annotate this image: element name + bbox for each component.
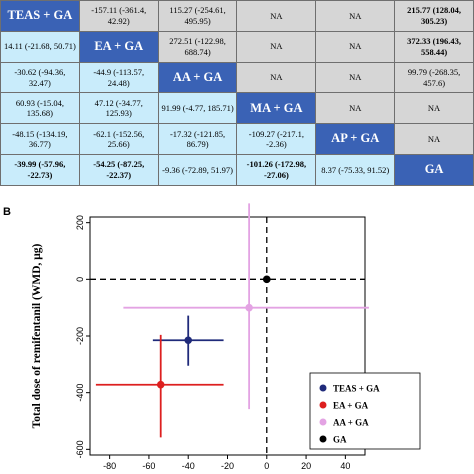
y-tick-label: 0: [75, 277, 85, 282]
table-row: -39.99 (-57.96, -22.73) -54.25 (-87.25, -…: [0, 154, 474, 186]
table-row: 14.11 (-21.68, 50.71) EA + GA 272.51 (-122…: [0, 30, 474, 63]
x-tick-label: 0: [264, 461, 269, 471]
table-row: -48.15 (-134.19, 36.77) -62.1 (-152.56, 2…: [0, 123, 474, 156]
y-tick-label: -400: [75, 384, 85, 402]
comparison-cell: -157.11 (-361.4, 42.92): [78, 0, 159, 32]
legend-label-2: AA + GA: [333, 418, 369, 428]
comparison-cell: NA: [236, 30, 317, 63]
x-tick-label: -60: [142, 461, 155, 471]
treatment-label-cell: AA + GA: [157, 61, 238, 94]
comparison-cell: -17.32 (-121.85, 86.79): [157, 123, 238, 156]
x-tick-label: 40: [340, 461, 350, 471]
y-tick-label: 200: [75, 215, 85, 230]
comparison-cell: 215.77 (128.04, 305.23): [394, 0, 474, 32]
table-row: 60.93 (-15.04, 135.68) 47.12 (-34.77, 125…: [0, 92, 474, 125]
x-tick-label: -20: [221, 461, 234, 471]
comparison-cell: NA: [315, 30, 396, 63]
data-point-2: [245, 303, 253, 312]
comparison-cell: -9.36 (-72.89, 51.97): [157, 154, 238, 186]
legend-label-0: TEAS + GA: [333, 384, 380, 394]
comparison-cell: 47.12 (-34.77, 125.93): [78, 92, 159, 125]
legend-box: [309, 372, 421, 450]
comparison-cell: 14.11 (-21.68, 50.71): [0, 30, 80, 63]
x-tick-label: -80: [103, 461, 116, 471]
comparison-cell: -101.26 (-172.98, -27.06): [236, 154, 317, 186]
comparison-cell: -109.27 (-217.1, -2.36): [236, 123, 317, 156]
comparison-cell: 8.37 (-75.33, 91.52): [315, 154, 396, 186]
legend-marker-0: [319, 384, 327, 392]
comparison-cell: 115.27 (-254.61, 495.95): [157, 0, 238, 32]
treatment-label-cell: AP + GA: [315, 123, 396, 156]
comparison-cell: NA: [394, 123, 474, 156]
comparison-cell: -44.9 (-113.57, 24.48): [78, 61, 159, 94]
legend-label-3: GA: [333, 435, 347, 445]
comparison-cell: -30.62 (-94.36, 32.47): [0, 61, 80, 94]
comparison-cell: NA: [236, 61, 317, 94]
legend-marker-2: [319, 418, 327, 426]
table-row: TEAS + GA -157.11 (-361.4, 42.92) 115.27 (…: [0, 0, 474, 32]
legend-marker-1: [319, 401, 327, 409]
comparison-cell: -54.25 (-87.25, -22.37): [78, 154, 159, 186]
comparison-cell: -62.1 (-152.56, 25.66): [78, 123, 159, 156]
data-point-0: [184, 336, 193, 345]
y-axis-label: Total dose of remifentanil (WMD, μg): [31, 243, 43, 428]
table-row: -30.62 (-94.36, 32.47) -44.9 (-113.57, 24…: [0, 61, 474, 94]
comparison-cell: -39.99 (-57.96, -22.73): [0, 154, 80, 186]
treatment-label-cell: EA + GA: [78, 30, 159, 63]
y-tick-label: -200: [75, 327, 85, 345]
comparison-cell: NA: [394, 92, 474, 125]
x-tick-label: 20: [301, 461, 311, 471]
treatment-label-cell: TEAS + GA: [0, 0, 80, 32]
data-point-1: [156, 380, 165, 389]
comparison-cell: 272.51 (-122.98, 688.74): [157, 30, 238, 63]
comparison-cell: -48.15 (-134.19, 36.77): [0, 123, 80, 156]
league-table: TEAS + GA -157.11 (-361.4, 42.92) 115.27 (…: [0, 0, 474, 186]
y-tick-label: -600: [75, 440, 85, 458]
treatment-label-cell: GA: [394, 154, 474, 186]
comparison-cell: 99.79 (-268.35, 457.6): [394, 61, 474, 94]
panel-b-label: B: [3, 206, 11, 218]
comparison-cell: NA: [315, 0, 396, 32]
comparison-cell: NA: [315, 92, 396, 125]
x-tick-label: -40: [182, 461, 195, 471]
comparison-cell: 372.33 (196.43, 558.44): [394, 30, 474, 63]
treatment-label-cell: MA + GA: [236, 92, 317, 125]
comparison-cell: 91.99 (-4.77, 185.71): [157, 92, 238, 125]
legend-label-1: EA + GA: [333, 401, 369, 411]
comparison-cell: NA: [315, 61, 396, 94]
comparison-cell: 60.93 (-15.04, 135.68): [0, 92, 80, 125]
data-point-3: [262, 275, 271, 284]
comparison-cell: NA: [236, 0, 317, 32]
legend-marker-3: [319, 435, 327, 443]
